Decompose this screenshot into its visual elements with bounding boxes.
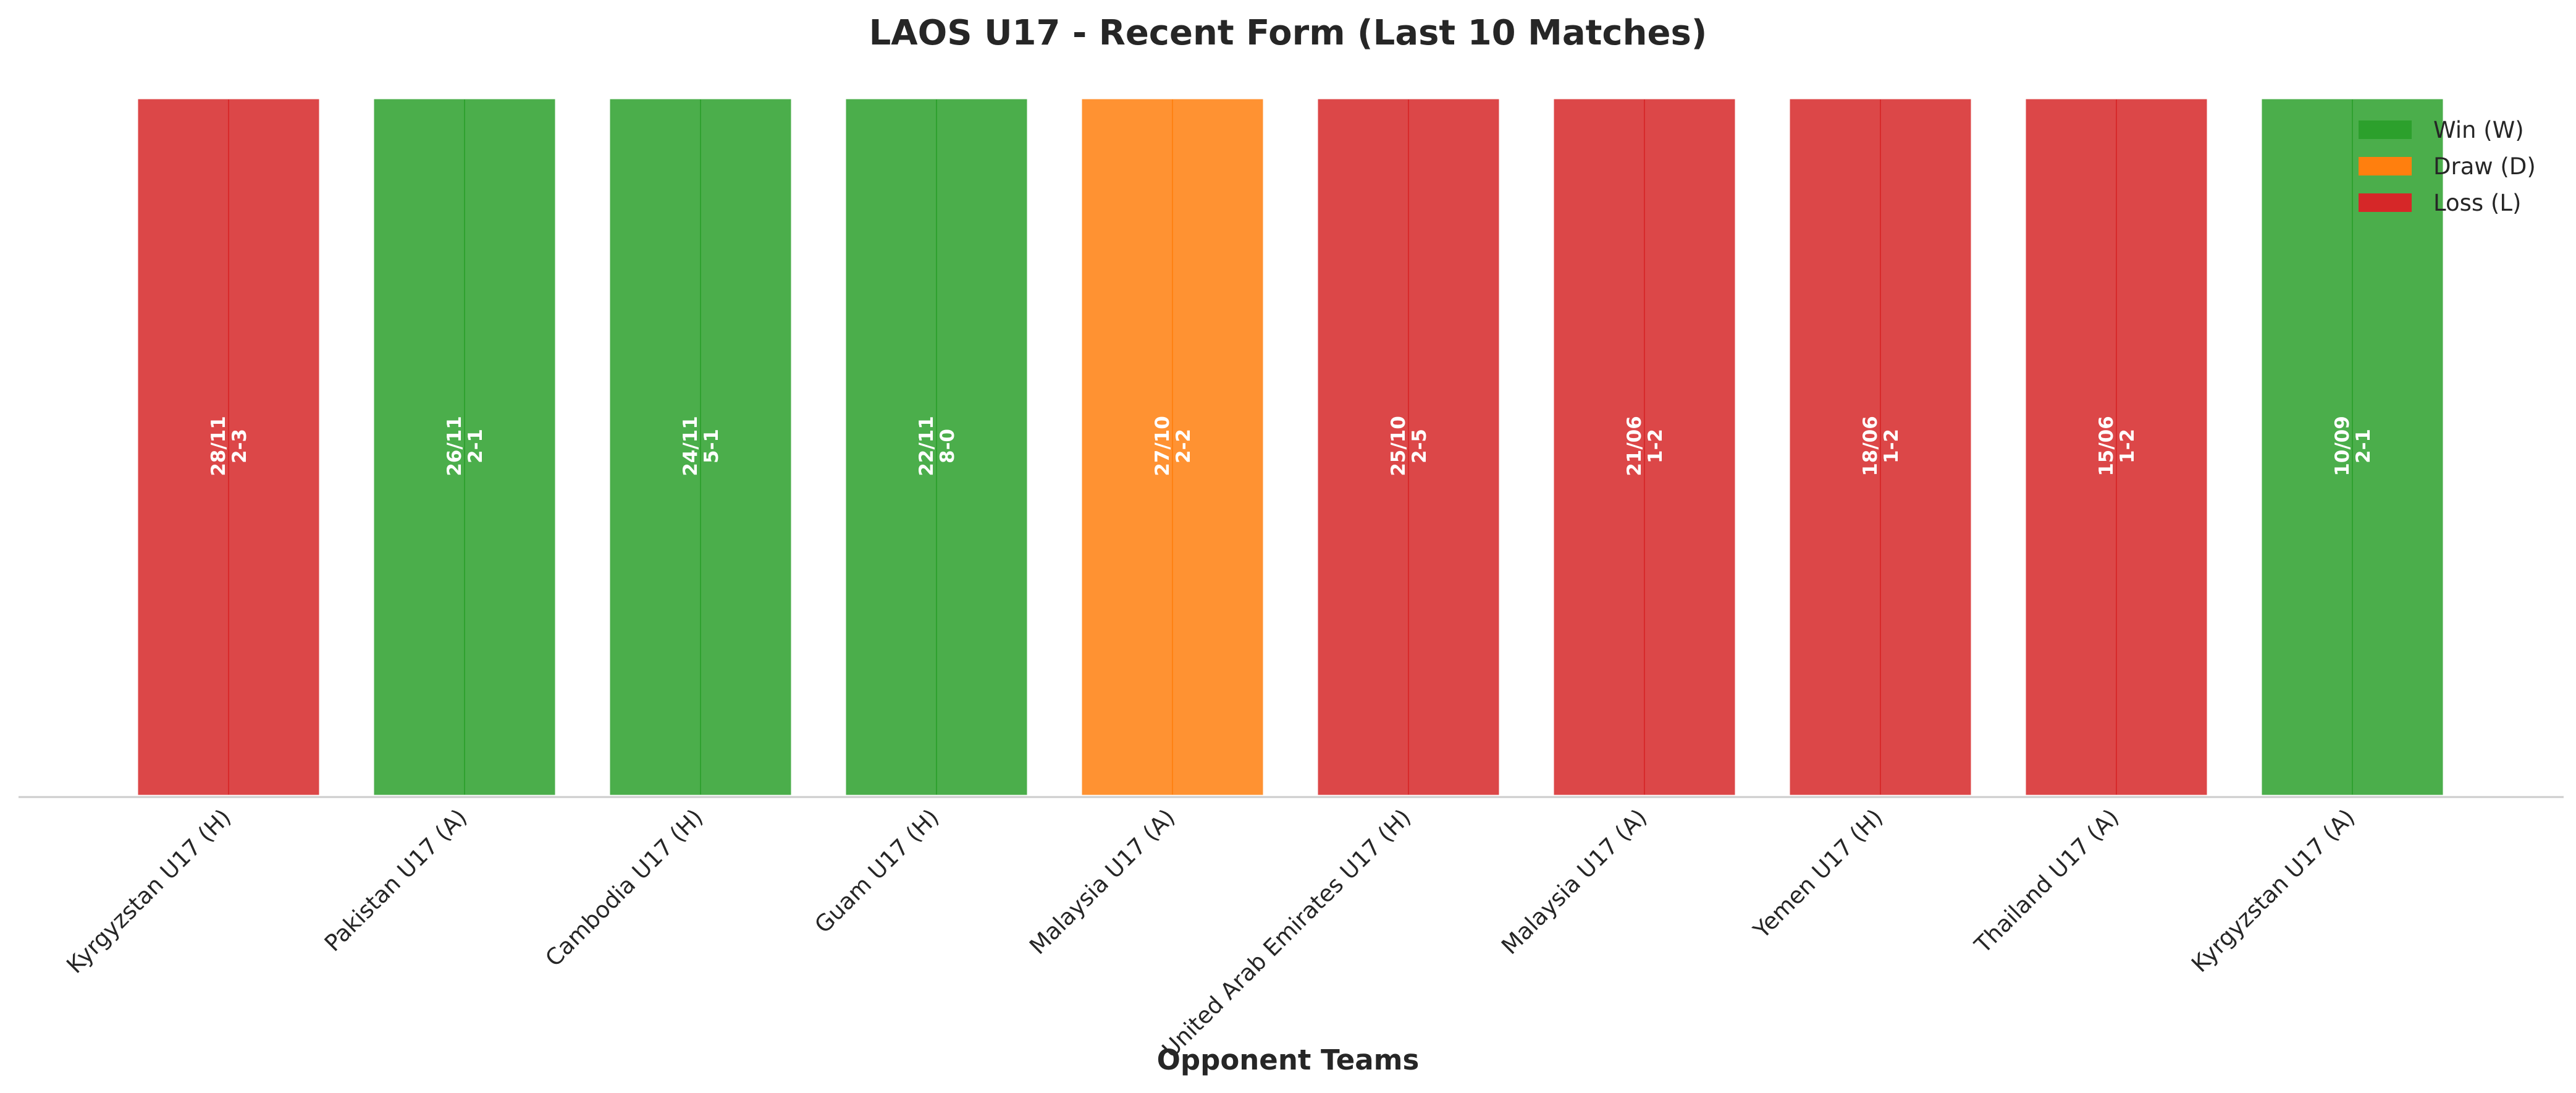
x-tick-label: Thailand U17 (A)	[1969, 804, 2124, 959]
x-axis-label: Opponent Teams	[1157, 1044, 1420, 1076]
x-tick-label: Yemen U17 (H)	[1748, 804, 1888, 944]
legend-label: Draw (D)	[2433, 153, 2536, 180]
bar-score-label: 8-0	[937, 429, 959, 463]
bar-score-label: 1-2	[1880, 429, 1903, 463]
bar-date-label: 27/10	[1151, 416, 1174, 476]
bar-score-label: 1-2	[1644, 429, 1667, 463]
bar-score-label: 2-5	[1408, 429, 1431, 463]
x-tick-label: Pakistan U17 (A)	[319, 804, 472, 956]
bar-score-label: 1-2	[2116, 429, 2139, 463]
x-tick-label: Cambodia U17 (H)	[540, 804, 708, 972]
bar-date-label: 15/06	[2095, 416, 2118, 476]
bar-date-label: 26/11	[444, 416, 466, 476]
x-tick-label: Kyrgyzstan U17 (H)	[61, 804, 236, 979]
bar-score-label: 2-1	[465, 429, 487, 463]
bar-score-label: 2-1	[2352, 429, 2375, 463]
bar-data-label: 27/102-2	[1151, 416, 1195, 476]
x-tick-label: Kyrgyzstan U17 (A)	[2186, 804, 2360, 977]
bar-date-label: 28/11	[208, 416, 230, 476]
bar-score-label: 5-1	[701, 429, 723, 463]
bar-data-label: 15/061-2	[2095, 416, 2139, 476]
bar-data-label: 24/115-1	[680, 416, 723, 476]
bar-data-label: 10/092-1	[2331, 416, 2375, 476]
legend-label: Loss (L)	[2433, 190, 2521, 216]
bar-data-label: 18/061-2	[1859, 416, 1903, 476]
bar-data-label: 21/061-2	[1623, 416, 1667, 476]
bar-date-label: 21/06	[1623, 416, 1646, 476]
x-tick-label: Malaysia U17 (A)	[1024, 804, 1180, 960]
x-tick-label: Guam U17 (H)	[809, 804, 944, 939]
bar-date-label: 18/06	[1859, 416, 1882, 476]
bar-data-label: 25/102-5	[1387, 416, 1431, 476]
x-tick-labels: Kyrgyzstan U17 (H) Pakistan U17 (A) Cambod…	[61, 804, 2360, 1063]
bar-date-label: 25/10	[1387, 416, 1410, 476]
bar-score-label: 2-2	[1172, 429, 1195, 463]
legend: Win (W) Draw (D) Loss (L)	[2359, 117, 2536, 216]
bar-data-label: 26/112-1	[444, 416, 487, 476]
legend-swatch	[2359, 193, 2412, 212]
legend-swatch	[2359, 157, 2412, 175]
bar-date-label: 24/11	[680, 416, 702, 476]
bar-score-label: 2-3	[229, 429, 251, 463]
x-tick-label: Malaysia U17 (A)	[1496, 804, 1652, 960]
bar-date-label: 10/09	[2331, 416, 2354, 476]
bars-group: 28/112-3 26/112-1 24/115-1 22/118-0 27/102-2…	[135, 96, 2446, 798]
bar-date-label: 22/11	[915, 416, 938, 476]
legend-swatch	[2359, 120, 2412, 139]
bar-data-label: 28/112-3	[208, 416, 251, 476]
x-tick-label: United Arab Emirates U17 (H)	[1157, 804, 1416, 1063]
bar-data-label: 22/118-0	[915, 416, 959, 476]
chart-title: LAOS U17 - Recent Form (Last 10 Matches)	[869, 13, 1707, 53]
legend-label: Win (W)	[2433, 117, 2524, 143]
